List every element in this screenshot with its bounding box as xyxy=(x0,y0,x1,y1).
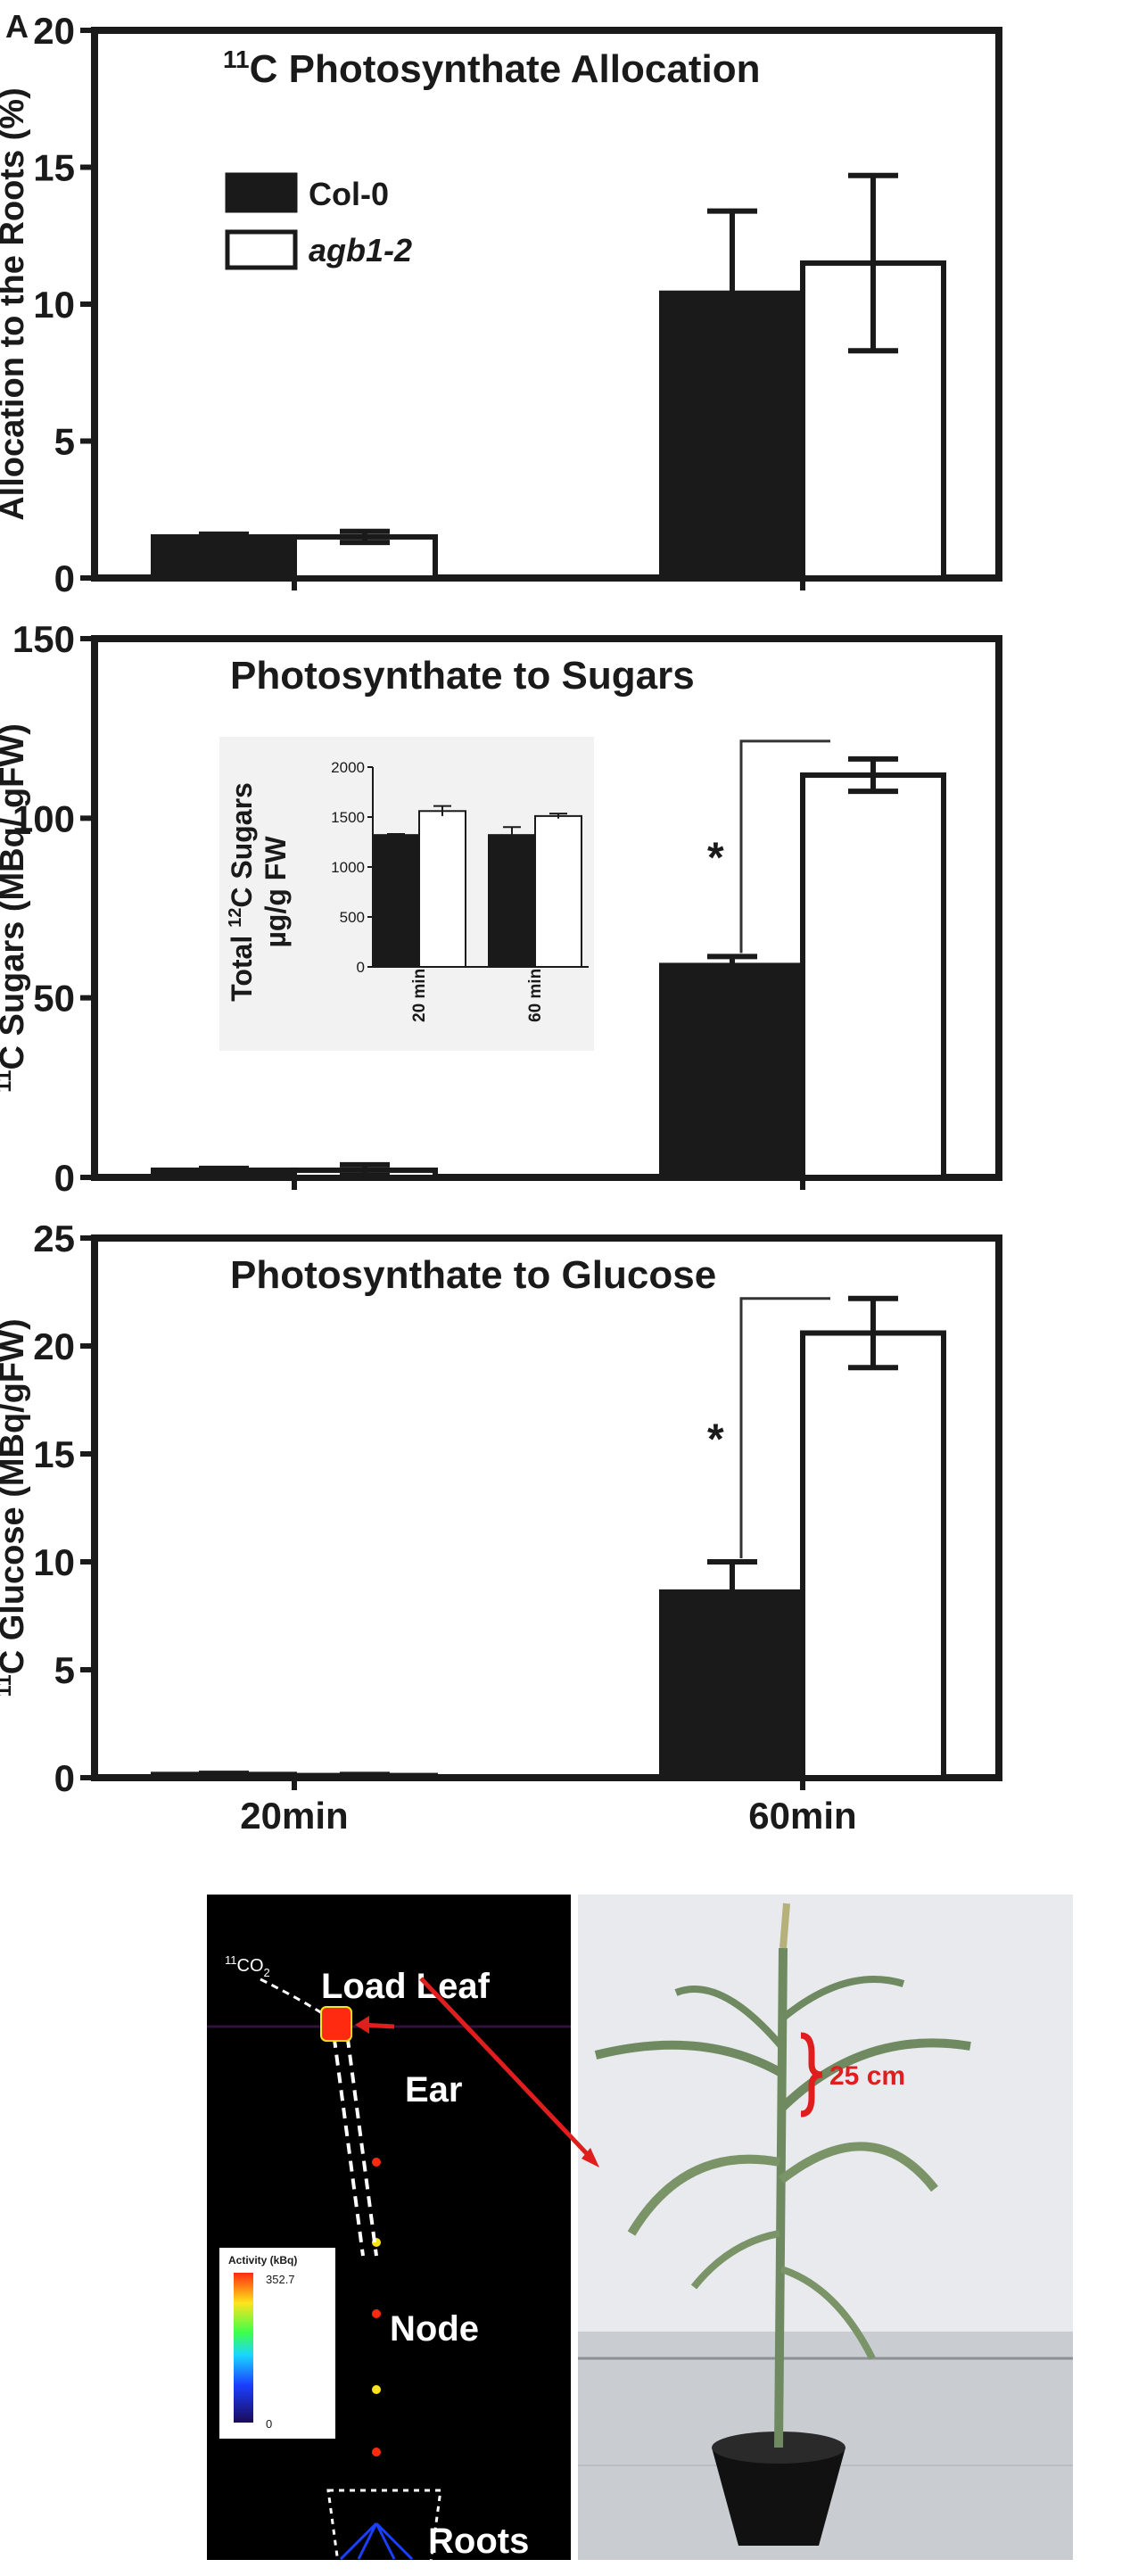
inset-y-tick-label: 1000 xyxy=(331,859,365,876)
y-tick-label: 10 xyxy=(33,284,75,326)
y-tick-label: 50 xyxy=(33,978,75,1020)
legend-label-agb12: agb1-2 xyxy=(309,232,412,268)
plot-frame xyxy=(91,1234,1002,1781)
legend-swatch-agb12 xyxy=(225,229,298,270)
legend-swatch-col0 xyxy=(225,172,298,213)
color-legend: Activity (kBq) 352.7 0 xyxy=(219,2248,335,2439)
inset-y-tick-label: 2000 xyxy=(331,759,365,776)
bar-agb12-0 xyxy=(292,533,438,582)
chart-title-text: Photosynthate to Glucose xyxy=(230,1253,716,1297)
plot-frame xyxy=(91,635,1002,1181)
pet-image: Activity (kBq) 352.7 0 11CO2 Load Leaf E… xyxy=(207,1895,571,2576)
y-tick-label: 15 xyxy=(33,147,75,189)
roots-outline xyxy=(326,2489,442,2576)
plant-photo: 25 cm xyxy=(578,1895,1073,2560)
bar-col0-1 xyxy=(659,962,805,1180)
label-node: Node xyxy=(390,2309,479,2349)
colorbar xyxy=(234,2273,253,2423)
significance-bracket xyxy=(739,739,830,954)
chart-title: 11C Photosynthate Allocation xyxy=(223,45,760,91)
inset-y-label-units: µg/g FW xyxy=(260,836,292,948)
y-axis-label-sup: 11 xyxy=(0,1674,16,1697)
inset-x-label: 60 min xyxy=(526,969,545,1022)
height-annotation: 25 cm xyxy=(829,2061,905,2091)
bar-col0-0 xyxy=(151,533,297,582)
chart-sugars: 0 50 100 150 11C Sugars (MBq/ gFW) Photosynth… xyxy=(0,618,1002,1199)
svg-text:Activity (kBq): Activity (kBq) xyxy=(228,2254,297,2266)
inset-y-tick-label: 0 xyxy=(357,959,365,976)
chart-title-text: Photosynthate to Sugars xyxy=(230,654,695,698)
y-axis-label-text: C Glucose (MBq/gFW) xyxy=(0,1318,31,1674)
svg-text:352.7: 352.7 xyxy=(266,2273,295,2286)
inset-x-label: 20 min xyxy=(410,969,429,1022)
inset-bar-col0-1 xyxy=(488,834,536,968)
y-tick-label: 20 xyxy=(33,1325,75,1367)
inset-y-label-sup: 12 xyxy=(226,908,245,928)
pet-scan-graphic: Activity (kBq) 352.7 0 11CO2 Load Leaf E… xyxy=(207,1953,571,2576)
y-axis-label-text: C Sugars (MBq/ gFW) xyxy=(0,723,31,1069)
y-tick-label: 0 xyxy=(54,557,75,599)
y-tick-label: 15 xyxy=(33,1433,75,1475)
y-tick-label: 5 xyxy=(54,1649,75,1691)
chart-root-allocation: 0 5 10 15 20 Allocation to the Roots (%) 11C P… xyxy=(0,10,1002,599)
significance-bracket xyxy=(739,1297,830,1558)
y-tick-label: 20 xyxy=(33,10,75,52)
inset-y-label-pre: Total xyxy=(226,928,258,1002)
inset-bar-agb12-0 xyxy=(418,810,466,969)
bar-agb12-1 xyxy=(800,772,946,1180)
y-tick-label: 10 xyxy=(33,1541,75,1583)
label-roots: Roots xyxy=(428,2522,529,2560)
label-load-leaf: Load Leaf xyxy=(321,1967,491,2006)
x-category-label: 60min xyxy=(748,1795,856,1837)
height-bracket xyxy=(800,2032,823,2118)
chart-title-text: C Photosynthate Allocation xyxy=(250,47,761,91)
x-category-label: 20min xyxy=(240,1795,348,1837)
x-category-labels: 20min 60min xyxy=(240,1795,856,1837)
plant-photo-graphic: 25 cm xyxy=(578,1895,1073,2560)
inset-y-tick-label: 500 xyxy=(340,909,365,926)
bar-agb12-1 xyxy=(800,1330,946,1780)
y-tick-label: 0 xyxy=(54,1157,75,1199)
plant-stem xyxy=(774,1947,788,2448)
y-axis-label-text: Allocation to the Roots (%) xyxy=(0,87,31,521)
chart-glucose: 0 5 10 15 20 25 11C Glucose (MBq/gFW) Photosynt… xyxy=(0,1218,1002,1799)
y-tick-label: 5 xyxy=(54,421,75,463)
inset-bar-col0-0 xyxy=(372,834,420,968)
y-tick-label: 25 xyxy=(33,1218,75,1259)
significance-star: * xyxy=(707,835,724,882)
legend-label-col0: Col-0 xyxy=(309,176,389,212)
inset-y-tick-label: 1500 xyxy=(331,809,365,826)
y-tick-label: 100 xyxy=(12,797,75,839)
co2-label: 11CO2 xyxy=(225,1953,270,1979)
svg-text:0: 0 xyxy=(266,2417,272,2431)
y-axis-label: 11C Glucose (MBq/gFW) xyxy=(0,1318,31,1697)
chart-title: Photosynthate to Glucose xyxy=(230,1253,716,1297)
inset-y-label-post: C Sugars xyxy=(226,782,258,907)
load-leaf-hotspot xyxy=(320,2006,352,2042)
chart-title: Photosynthate to Sugars xyxy=(230,654,695,698)
panel-label-a: A xyxy=(5,8,29,45)
inset-bar-agb12-1 xyxy=(534,814,582,968)
significance-star: * xyxy=(707,1416,724,1463)
pot xyxy=(712,2448,845,2546)
y-tick-label: 150 xyxy=(12,618,75,660)
y-tick-label: 0 xyxy=(54,1757,75,1799)
label-ear: Ear xyxy=(405,2070,463,2110)
chart-title-sup: 11 xyxy=(223,45,250,73)
y-axis-label: 11C Sugars (MBq/ gFW) xyxy=(0,723,31,1093)
panel-b: Activity (kBq) 352.7 0 11CO2 Load Leaf E… xyxy=(0,1846,1130,2576)
y-axis-label: Allocation to the Roots (%) xyxy=(0,87,31,521)
inset-y-label: Total 12C Sugars xyxy=(226,782,258,1002)
y-axis-label-sup: 11 xyxy=(0,1070,16,1093)
